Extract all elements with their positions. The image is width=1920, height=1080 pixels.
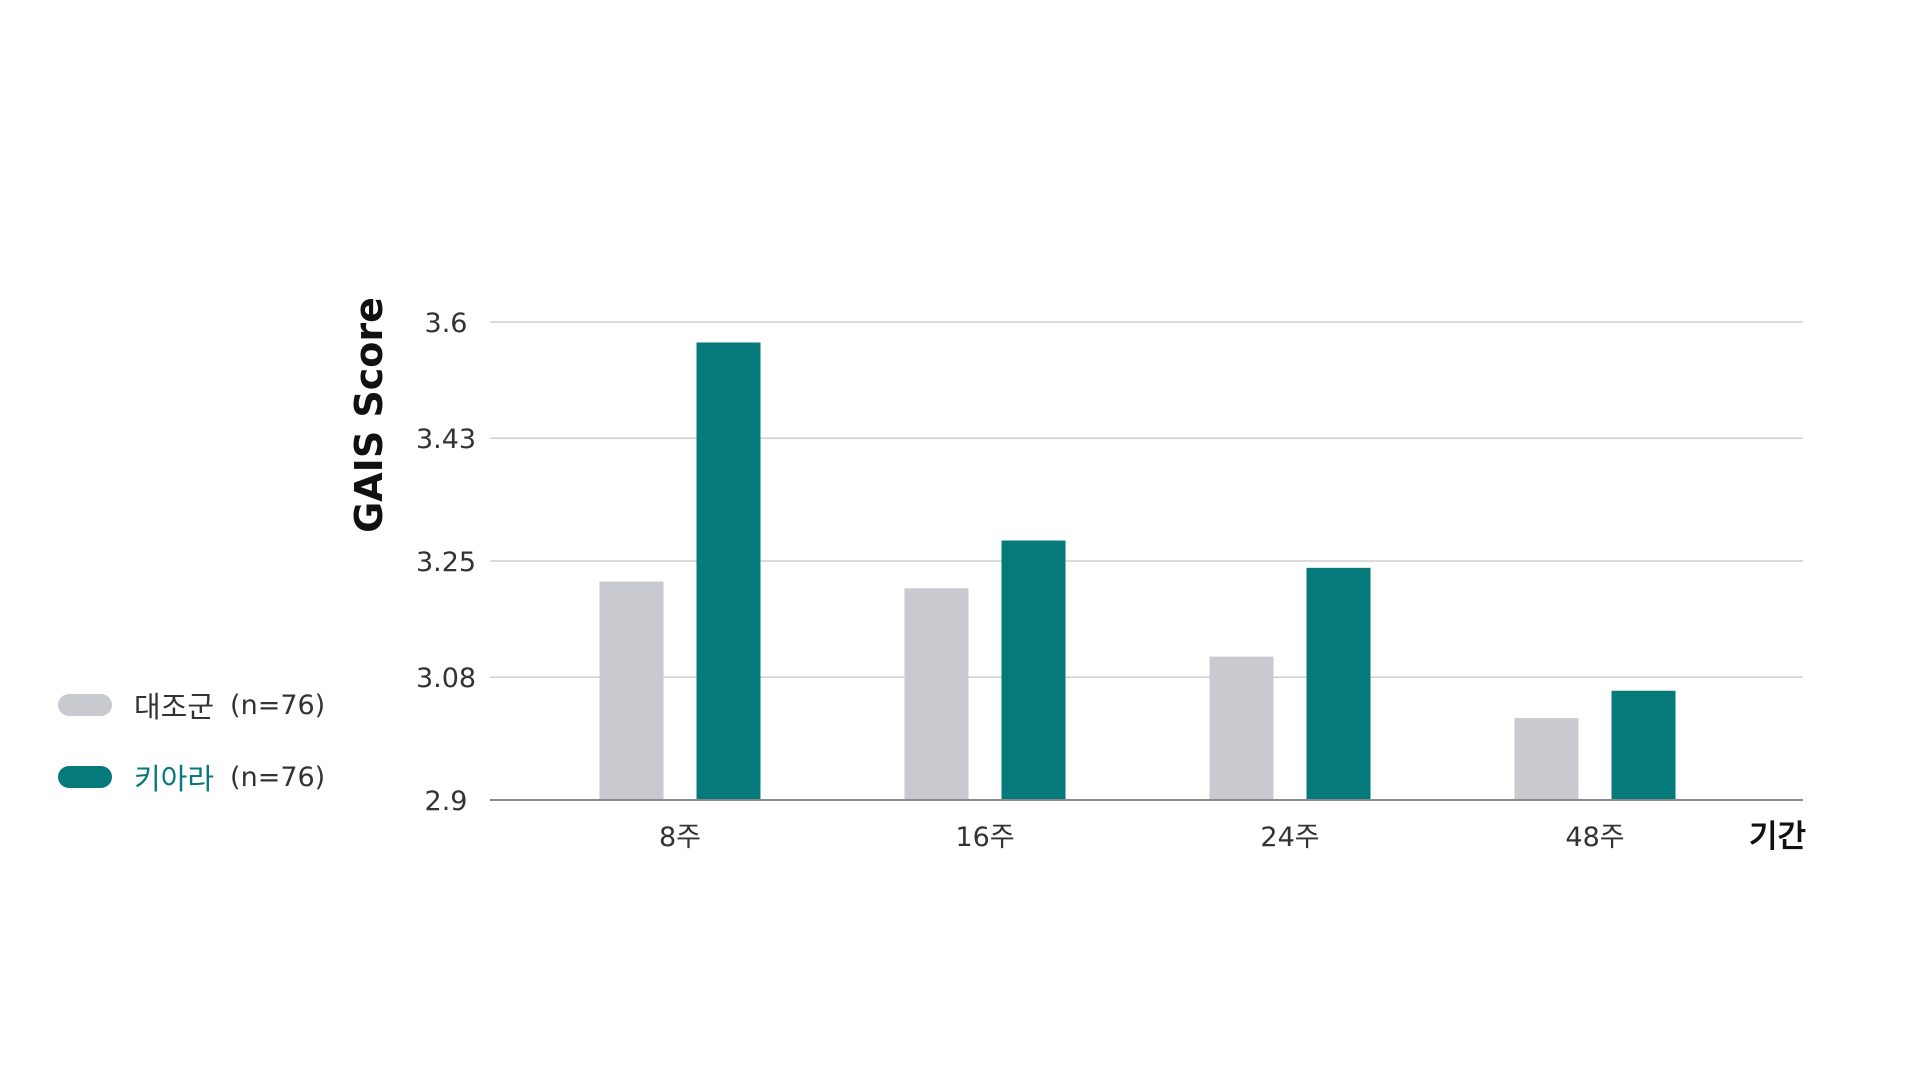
legend-swatch-treatment	[58, 766, 112, 788]
bars	[599, 342, 1676, 800]
legend-label-control: 대조군	[134, 690, 215, 724]
bar-control	[904, 588, 969, 800]
x-tick-label: 16주	[955, 822, 1014, 853]
x-tick-label: 8주	[659, 822, 701, 853]
bar-treatment	[1611, 690, 1676, 800]
y-tick-label: 3.08	[416, 663, 476, 694]
legend-count-control: (n=76)	[230, 689, 326, 721]
legend-item-control: 대조군 (n=76)	[58, 682, 325, 728]
bar-control	[1209, 656, 1274, 800]
legend-count-treatment: (n=76)	[230, 761, 326, 793]
y-tick-label: 2.9	[425, 786, 468, 817]
x-tick-label: 48주	[1565, 822, 1624, 853]
y-axis-title: GAIS Score	[347, 297, 391, 533]
legend: 대조군 (n=76) 키아라 (n=76)	[58, 682, 325, 826]
x-tick-labels: 8주 16주 24주 48주	[659, 822, 1625, 853]
y-tick-label: 3.6	[425, 308, 468, 339]
y-tick-label: 3.43	[416, 424, 476, 455]
y-tick-labels: 3.6 3.43 3.25 3.08 2.9	[416, 308, 476, 817]
bar-treatment	[696, 342, 761, 800]
grid-lines	[490, 321, 1803, 678]
legend-swatch-control	[58, 694, 112, 716]
legend-label-treatment: 키아라	[134, 762, 215, 796]
y-tick-label: 3.25	[416, 547, 476, 578]
legend-item-treatment: 키아라 (n=76)	[58, 754, 325, 800]
bar-control	[599, 581, 664, 800]
bar-control	[1514, 718, 1579, 800]
bar-treatment	[1001, 540, 1066, 800]
bar-treatment	[1306, 567, 1371, 800]
x-axis-title: 기간	[1749, 819, 1806, 855]
x-tick-label: 24주	[1260, 822, 1319, 853]
